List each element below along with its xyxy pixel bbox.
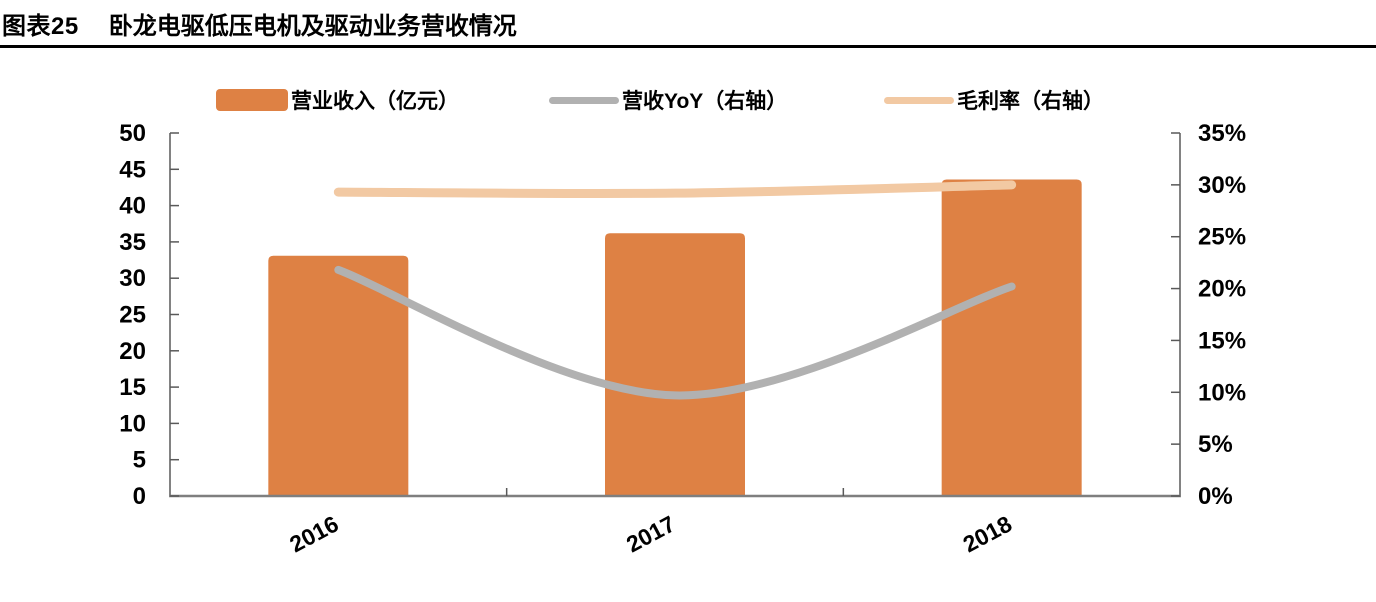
legend-label: 毛利率（右轴） <box>957 90 1104 113</box>
x-axis-category-label: 2017 <box>622 510 679 557</box>
chart-area: 0 5 10 15 20 25 30 35 40 45 50 0% 5% 10% 15% 20% 25% 30% 3… <box>0 120 1376 602</box>
legend-swatch-line-icon <box>549 96 619 104</box>
left-axis-tick-label: 5 <box>133 447 146 474</box>
legend-item-yoy: 营收YoY（右轴） <box>549 84 787 116</box>
left-axis-tick-label: 50 <box>119 120 146 147</box>
right-axis-tick-label: 35% <box>1198 120 1246 147</box>
bar-2017 <box>605 233 745 497</box>
left-axis-tick-label: 40 <box>119 193 146 220</box>
left-axis-tick-label: 10 <box>119 410 146 437</box>
right-axis-tick-label: 25% <box>1198 224 1246 251</box>
chart-legend: 营业收入（亿元） 营收YoY（右轴） 毛利率（右轴） <box>0 84 1376 116</box>
right-axis-tick-label: 15% <box>1198 327 1246 354</box>
legend-item-revenue: 营业收入（亿元） <box>216 84 459 116</box>
figure-label: 图表25 <box>2 13 79 40</box>
left-axis-tick-label: 45 <box>119 156 146 183</box>
legend-swatch-line-icon <box>884 96 954 104</box>
x-axis-category-label: 2018 <box>959 510 1017 557</box>
left-axis-tick-label: 25 <box>119 302 146 329</box>
right-axis-tick-label: 20% <box>1198 276 1246 303</box>
figure-title: 卧龙电驱低压电机及驱动业务营收情况 <box>108 13 517 40</box>
left-axis-tick-label: 20 <box>119 338 146 365</box>
legend-label: 营业收入（亿元） <box>291 90 459 113</box>
legend-label: 营收YoY（右轴） <box>622 90 788 113</box>
right-axis-tick-label: 10% <box>1198 379 1246 406</box>
right-axis-tick-label: 5% <box>1198 431 1233 458</box>
left-axis-tick-label: 0 <box>133 483 146 510</box>
figure-header: 图表25 卧龙电驱低压电机及驱动业务营收情况 <box>2 6 517 41</box>
legend-swatch-bar-icon <box>216 89 288 111</box>
left-axis-tick-label: 15 <box>119 374 146 401</box>
left-axis-tick-label: 30 <box>119 265 146 292</box>
line-series-1 <box>333 180 1017 199</box>
bar-2016 <box>268 255 409 496</box>
bar-2018 <box>941 179 1082 497</box>
right-axis-tick-label: 30% <box>1198 172 1246 199</box>
right-axis-tick-label: 0% <box>1198 483 1233 510</box>
legend-item-margin: 毛利率（右轴） <box>884 84 1104 116</box>
line-series-0 <box>334 265 1016 400</box>
combo-chart: 0 5 10 15 20 25 30 35 40 45 50 0% 5% 10% 15% 20% 25% 30% 3… <box>119 120 1246 557</box>
title-rule <box>0 45 1376 48</box>
left-axis-tick-label: 35 <box>119 229 146 256</box>
x-axis-category-label: 2016 <box>285 510 342 557</box>
